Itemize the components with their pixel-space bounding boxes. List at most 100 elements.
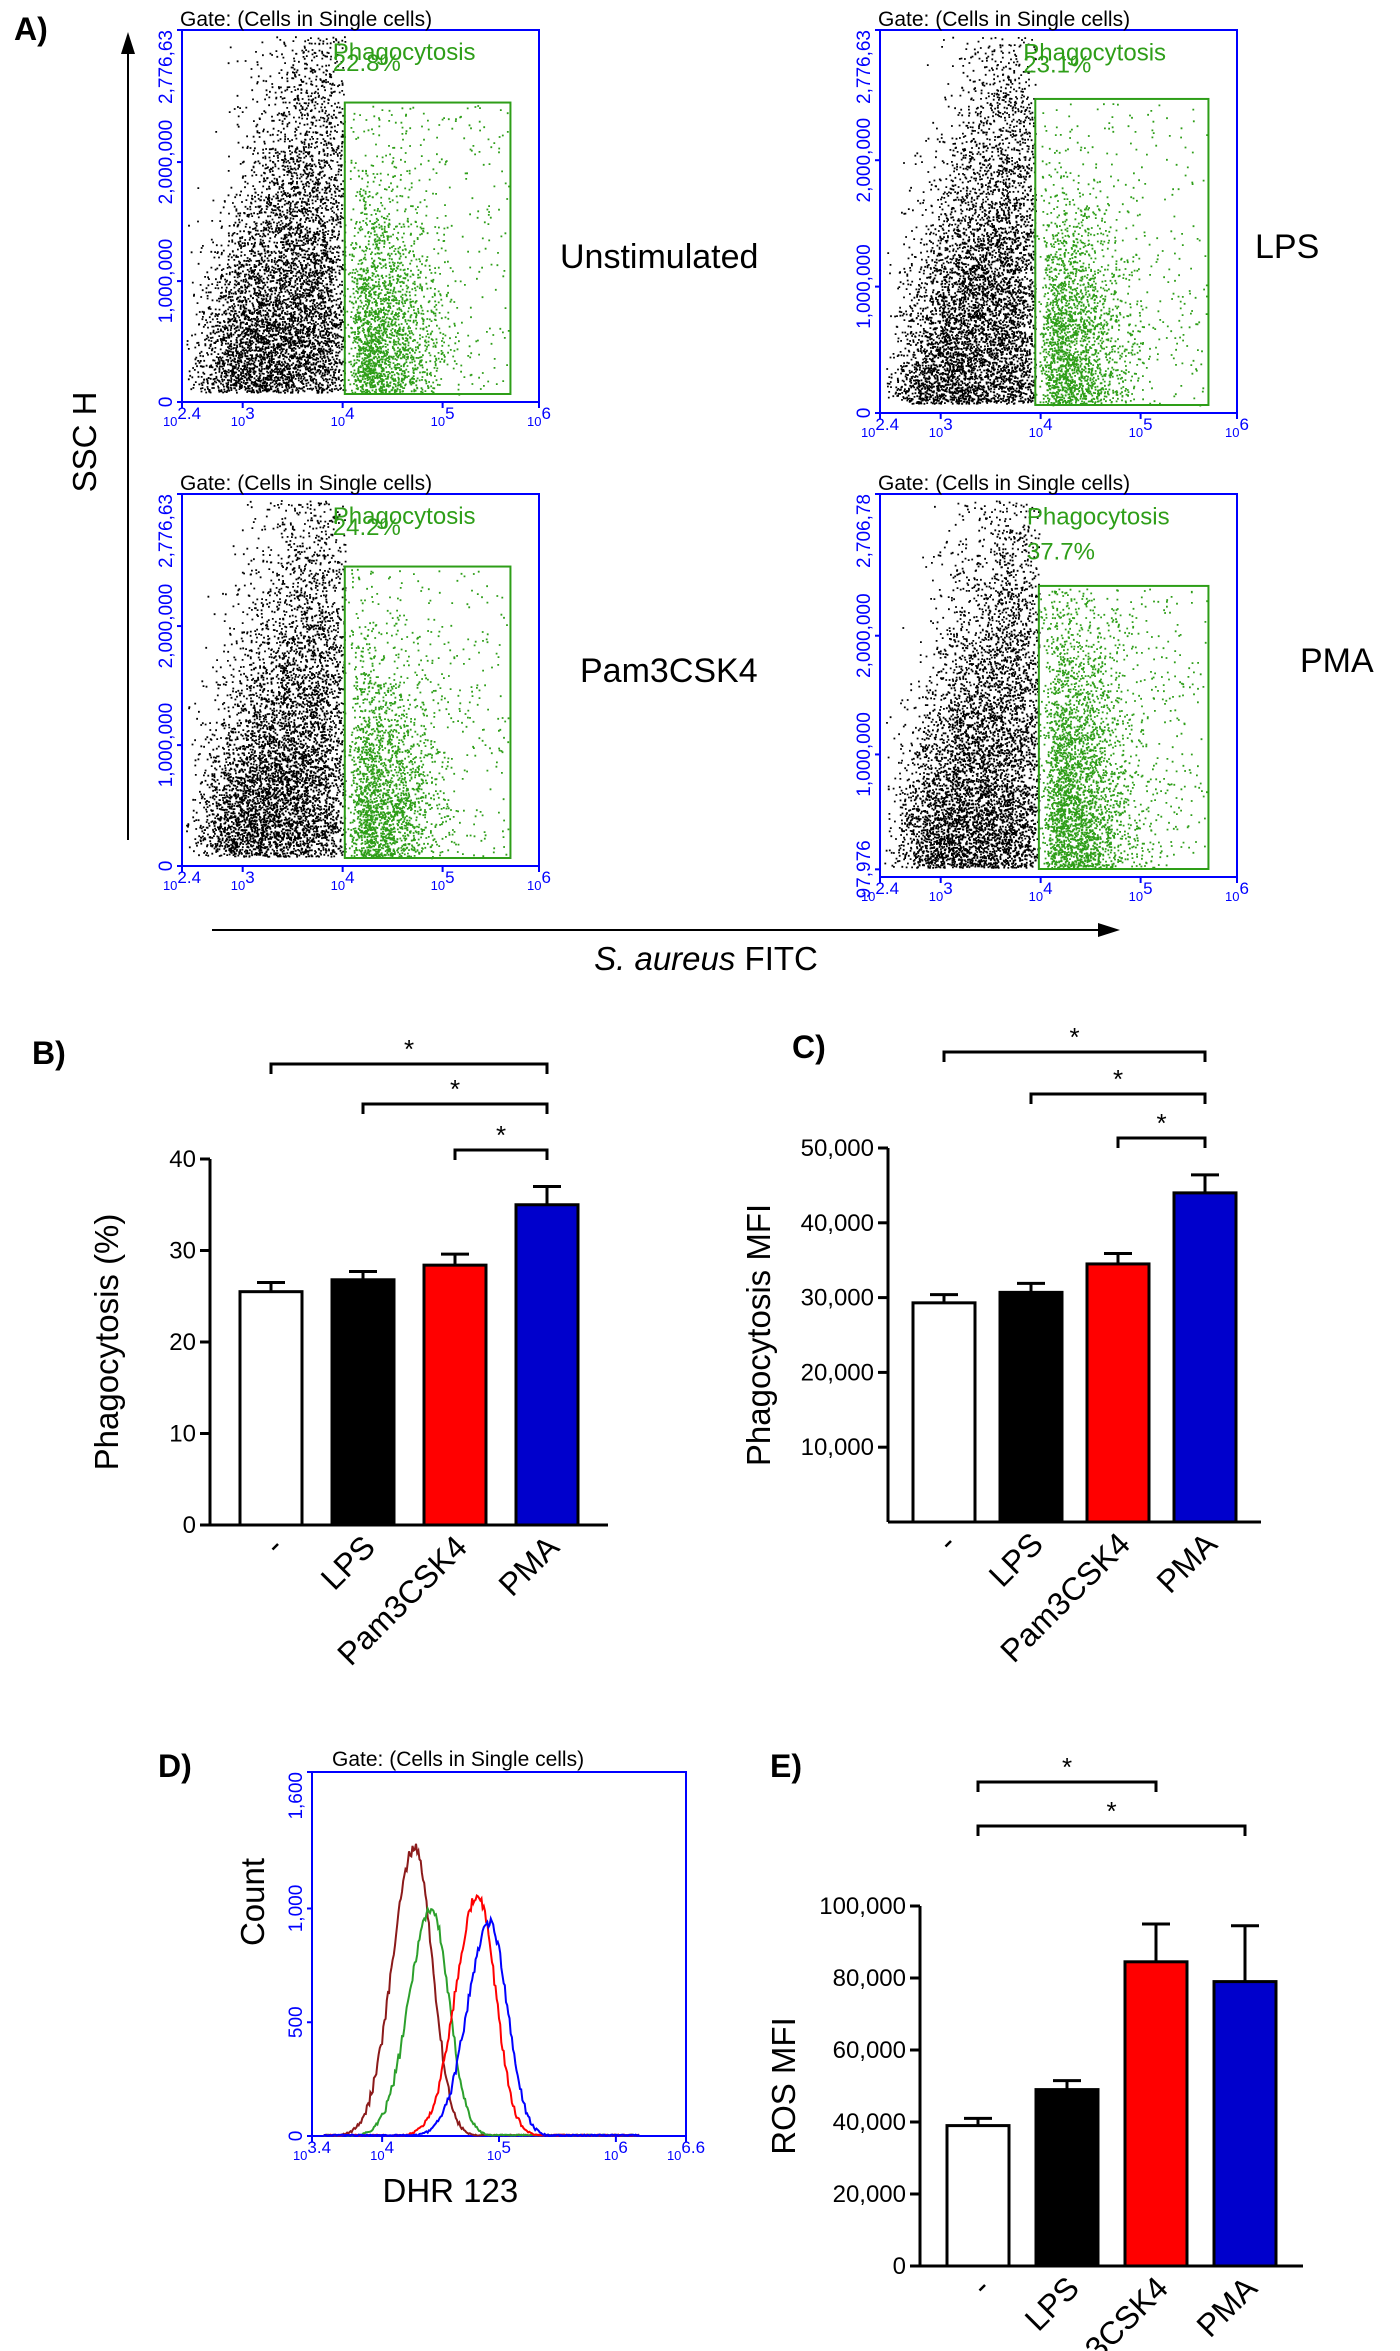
bar-y-tick-label: 100,000	[819, 1893, 906, 1920]
bar-y-tick-label: 0	[893, 2253, 906, 2280]
bar-y-tick-label: 80,000	[833, 1965, 906, 1992]
bar-y-tick-label: 10,000	[801, 1434, 874, 1461]
hist-x-axis-title: DHR 123	[383, 2172, 519, 2209]
bar-1	[998, 1290, 1064, 1524]
flow-gate-text: Gate: (Cells in Single cells)	[180, 472, 432, 495]
flow-x-tick-label: 104	[331, 404, 355, 429]
bar-2	[422, 1263, 488, 1527]
flow-x-tick-label: 102.4	[861, 879, 899, 904]
significance-star: *	[1069, 1022, 1079, 1052]
dhr123-histogram: Gate: (Cells in Single cells) 0 500 1,000 1,…	[234, 1748, 705, 2209]
significance-bracket	[453, 1148, 549, 1160]
hist-curve-3	[323, 1914, 640, 2137]
significance-star: *	[450, 1074, 460, 1104]
flow-y-tick-label: 2,776,63	[854, 30, 875, 104]
flow-y-tick-label: 97,976	[854, 840, 875, 898]
panel-label-b: B)	[32, 1035, 66, 1071]
flow-gate-rectangle	[1037, 584, 1210, 870]
flow-x-tick-label: 104	[1029, 879, 1053, 904]
bar-y-tick-label: 20,000	[833, 2181, 906, 2208]
flow-ungated-events	[886, 36, 1037, 405]
flow-plot-pam3csk4: Gate: (Cells in Single cells) Phagocytosi…	[156, 472, 758, 893]
flow-gate-text: Gate: (Cells in Single cells)	[180, 8, 432, 31]
flow-ungated-events	[186, 500, 347, 858]
flow-gated-events	[1039, 588, 1208, 869]
flow-y-tick-label: 1,000,000	[156, 239, 177, 324]
significance-bracket	[1029, 1092, 1207, 1104]
significance-star: *	[404, 1034, 414, 1064]
bar-category-label: -	[964, 2269, 997, 2302]
hist-x-tick-label: 104	[370, 2138, 394, 2163]
hist-y-tick-label: 1,600	[286, 1772, 307, 1820]
bar-y-tick-label: 60,000	[833, 2037, 906, 2064]
flow-x-tick-label: 102.4	[163, 404, 201, 429]
flow-ungated-events	[186, 36, 347, 394]
flow-y-tick-label: 0	[156, 861, 177, 872]
bar-3	[1212, 1980, 1278, 2268]
flow-plot-frame	[181, 493, 540, 867]
bar-category-label: LPS	[314, 1528, 382, 1596]
flow-x-axis-species: S. aureus	[594, 940, 735, 977]
flow-gate-percent: 22.8%	[333, 50, 401, 77]
flow-gate-percent: 23.1%	[1023, 51, 1091, 78]
bar-y-tick-label: 0	[183, 1512, 196, 1539]
flow-gate-name: Phagocytosis	[333, 503, 476, 530]
flow-gate-name: Phagocytosis	[1027, 504, 1170, 531]
bar-y-tick-label: 30	[169, 1238, 196, 1265]
significance-bracket	[976, 1780, 1158, 1792]
flow-condition-label: LPS	[1255, 228, 1319, 266]
flow-x-tick-label: 104	[331, 868, 355, 893]
flow-x-tick-label: 103	[231, 868, 255, 893]
flow-y-tick-label: 1,000,000	[854, 244, 875, 329]
flow-gated-events	[346, 105, 510, 396]
hist-y-tick-label: 500	[286, 2006, 307, 2038]
bar-2	[1085, 1262, 1151, 1524]
bar-category-label: LPS	[982, 1525, 1050, 1593]
flow-x-tick-label: 106	[1225, 415, 1249, 440]
significance-star: *	[1062, 1752, 1072, 1782]
bar-y-tick-label: 50,000	[801, 1135, 874, 1162]
flow-x-tick-label: 102.4	[163, 868, 201, 893]
significance-star: *	[1113, 1064, 1123, 1094]
flow-plot-frame	[181, 29, 540, 403]
flow-y-tick-label: 1,000,000	[156, 703, 177, 788]
bar-chart-ros-mfi: 0 20,000 40,000 60,000 80,000 100,000 ROS MFI -…	[765, 1752, 1303, 2351]
flow-x-tick-label: 105	[431, 868, 455, 893]
significance-star: *	[1106, 1796, 1116, 1826]
flow-condition-label: Pam3CSK4	[580, 652, 758, 690]
flow-plot-pma: Gate: (Cells in Single cells) Phagocytosi…	[854, 472, 1374, 904]
bar-y-axis-title: Phagocytosis MFI	[740, 1204, 777, 1466]
flow-condition-label: Unstimulated	[560, 238, 758, 276]
bar-2	[1123, 1960, 1189, 2268]
bar-category-label: PMA	[1149, 1525, 1224, 1600]
flow-x-tick-label: 105	[1129, 879, 1153, 904]
flow-y-tick-label: 2,776,63	[156, 30, 177, 104]
flow-gated-events	[1035, 103, 1208, 407]
panel-label-a: A)	[14, 11, 48, 47]
flow-x-tick-label: 103	[929, 879, 953, 904]
flow-x-tick-label: 104	[1029, 415, 1053, 440]
flow-x-axis-suffix: FITC	[735, 940, 817, 977]
bar-chart-phagocytosis-mfi: 10,000 20,000 30,000 40,000 50,000 Phagocytos…	[740, 1022, 1261, 1669]
hist-x-tick-label: 105	[487, 2138, 511, 2163]
bar-category-label: LPS	[1018, 2269, 1086, 2337]
hist-y-tick-label: 1,000	[286, 1885, 307, 1933]
flow-gate-text: Gate: (Cells in Single cells)	[878, 8, 1130, 31]
bar-y-tick-label: 30,000	[801, 1285, 874, 1312]
bar-category-label: PMA	[491, 1528, 566, 1603]
flow-y-tick-label: 2,000,000	[156, 584, 177, 669]
bar-1	[330, 1278, 396, 1527]
flow-x-tick-label: 106	[527, 868, 551, 893]
bar-category-label: -	[257, 1528, 290, 1561]
bar-y-tick-label: 40,000	[801, 1210, 874, 1237]
flow-x-tick-label: 106	[1225, 879, 1249, 904]
flow-gate-percent: 37.7%	[1027, 538, 1095, 565]
flow-x-tick-label: 105	[1129, 415, 1153, 440]
significance-bracket	[269, 1062, 549, 1074]
bar-3	[1172, 1191, 1238, 1524]
flow-y-tick-label: 2,706,78	[854, 494, 875, 568]
flow-x-tick-label: 103	[231, 404, 255, 429]
flow-y-tick-label: 0	[854, 408, 875, 419]
bar-3	[514, 1203, 580, 1527]
